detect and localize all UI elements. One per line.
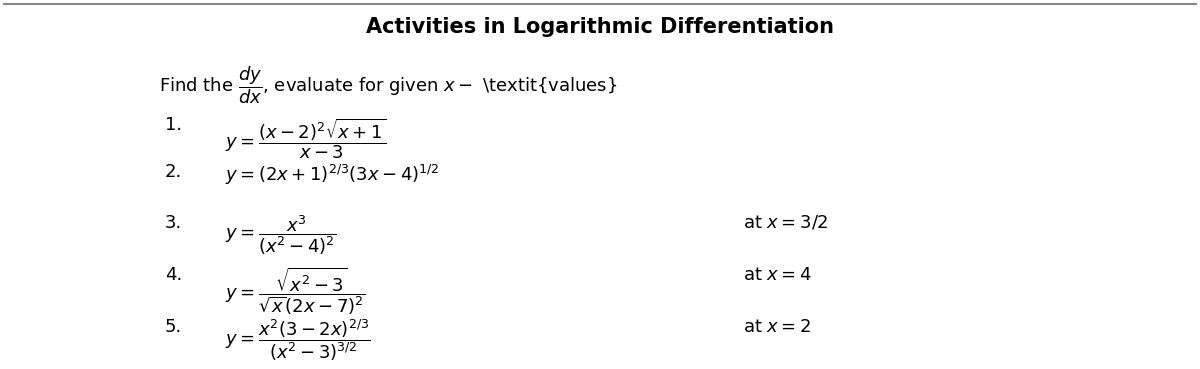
Text: 3.: 3. [166, 214, 182, 232]
Text: 5.: 5. [166, 318, 182, 335]
Text: $y = \dfrac{x^3}{(x^2-4)^2}$: $y = \dfrac{x^3}{(x^2-4)^2}$ [224, 214, 336, 258]
Text: 4.: 4. [166, 266, 182, 284]
Text: $y = \dfrac{x^2(3-2x)^{2/3}}{(x^2-3)^{3/2}}$: $y = \dfrac{x^2(3-2x)^{2/3}}{(x^2-3)^{3/… [224, 318, 371, 363]
Text: Activities in Logarithmic Differentiation: Activities in Logarithmic Differentiatio… [366, 17, 834, 37]
Text: 2.: 2. [166, 163, 182, 181]
Text: $y = (2x+1)^{2/3}(3x-4)^{1/2}$: $y = (2x+1)^{2/3}(3x-4)^{1/2}$ [224, 163, 439, 187]
Text: at $x = 4$: at $x = 4$ [743, 266, 812, 284]
Text: at $x = 3/2$: at $x = 3/2$ [743, 214, 828, 232]
Text: at $x = 2$: at $x = 2$ [743, 318, 811, 335]
Text: 1.: 1. [166, 116, 182, 134]
Text: $y = \dfrac{(x-2)^2\sqrt{x+1}}{x-3}$: $y = \dfrac{(x-2)^2\sqrt{x+1}}{x-3}$ [224, 116, 386, 161]
Text: $y = \dfrac{\sqrt{x^2-3}}{\sqrt{x}(2x-7)^2}$: $y = \dfrac{\sqrt{x^2-3}}{\sqrt{x}(2x-7)… [224, 266, 365, 317]
Text: Find the $\dfrac{dy}{dx}$, evaluate for given $x -$ \textit{values}: Find the $\dfrac{dy}{dx}$, evaluate for … [160, 64, 617, 106]
